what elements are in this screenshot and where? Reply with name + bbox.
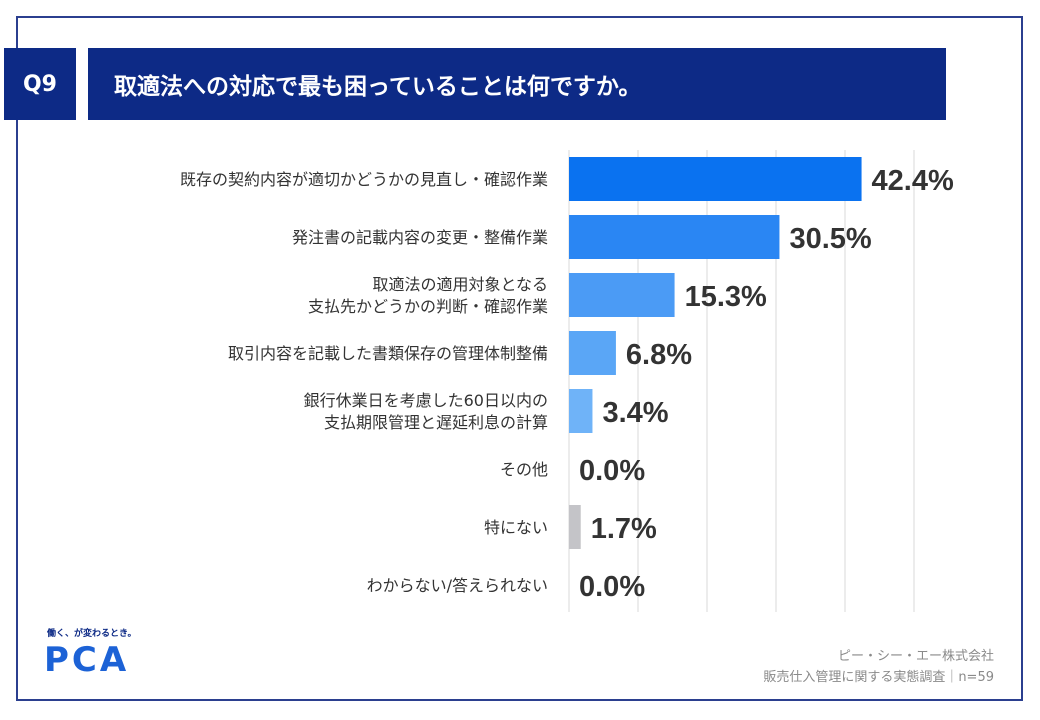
question-number: Q9 bbox=[4, 48, 76, 120]
chart-frame bbox=[16, 16, 1023, 701]
bar bbox=[569, 389, 593, 433]
value-label: 6.8% bbox=[626, 339, 692, 371]
category-label: 銀行休業日を考慮した60日以内の bbox=[304, 391, 548, 410]
value-label: 15.3% bbox=[685, 281, 767, 313]
brand-tagline: 働く、が変わるとき。 bbox=[47, 629, 137, 639]
footer-company: ピー・シー・エー株式会社 bbox=[837, 649, 994, 664]
value-label: 30.5% bbox=[789, 223, 871, 255]
pca-logo: PCA bbox=[44, 640, 130, 680]
bar bbox=[569, 331, 616, 375]
footer-survey: 販売仕入管理に関する実態調査｜n=59 bbox=[763, 670, 994, 685]
category-label: 支払期限管理と遅延利息の計算 bbox=[324, 413, 548, 432]
value-label: 0.0% bbox=[579, 571, 645, 603]
category-label: 支払先かどうかの判断・確認作業 bbox=[308, 297, 548, 316]
category-label: 発注書の記載内容の変更・整備作業 bbox=[292, 228, 548, 247]
value-label: 3.4% bbox=[602, 397, 668, 429]
category-label: その他 bbox=[500, 460, 548, 479]
value-label: 1.7% bbox=[591, 513, 657, 545]
category-label: 取適法の適用対象となる bbox=[372, 275, 548, 294]
category-label: わからない/答えられない bbox=[367, 576, 548, 595]
category-label: 既存の契約内容が適切かどうかの見直し・確認作業 bbox=[180, 170, 548, 189]
bar bbox=[569, 273, 675, 317]
bar bbox=[569, 215, 780, 259]
category-label: 特にない bbox=[484, 518, 548, 537]
question-title: 取適法への対応で最も困っていることは何ですか。 bbox=[88, 48, 946, 120]
value-label: 0.0% bbox=[579, 455, 645, 487]
bar bbox=[569, 505, 581, 549]
bar bbox=[569, 157, 862, 201]
category-label: 取引内容を記載した書類保存の管理体制整備 bbox=[228, 344, 548, 363]
value-label: 42.4% bbox=[872, 165, 954, 197]
footer: ピー・シー・エー株式会社 販売仕入管理に関する実態調査｜n=59 bbox=[763, 646, 994, 688]
